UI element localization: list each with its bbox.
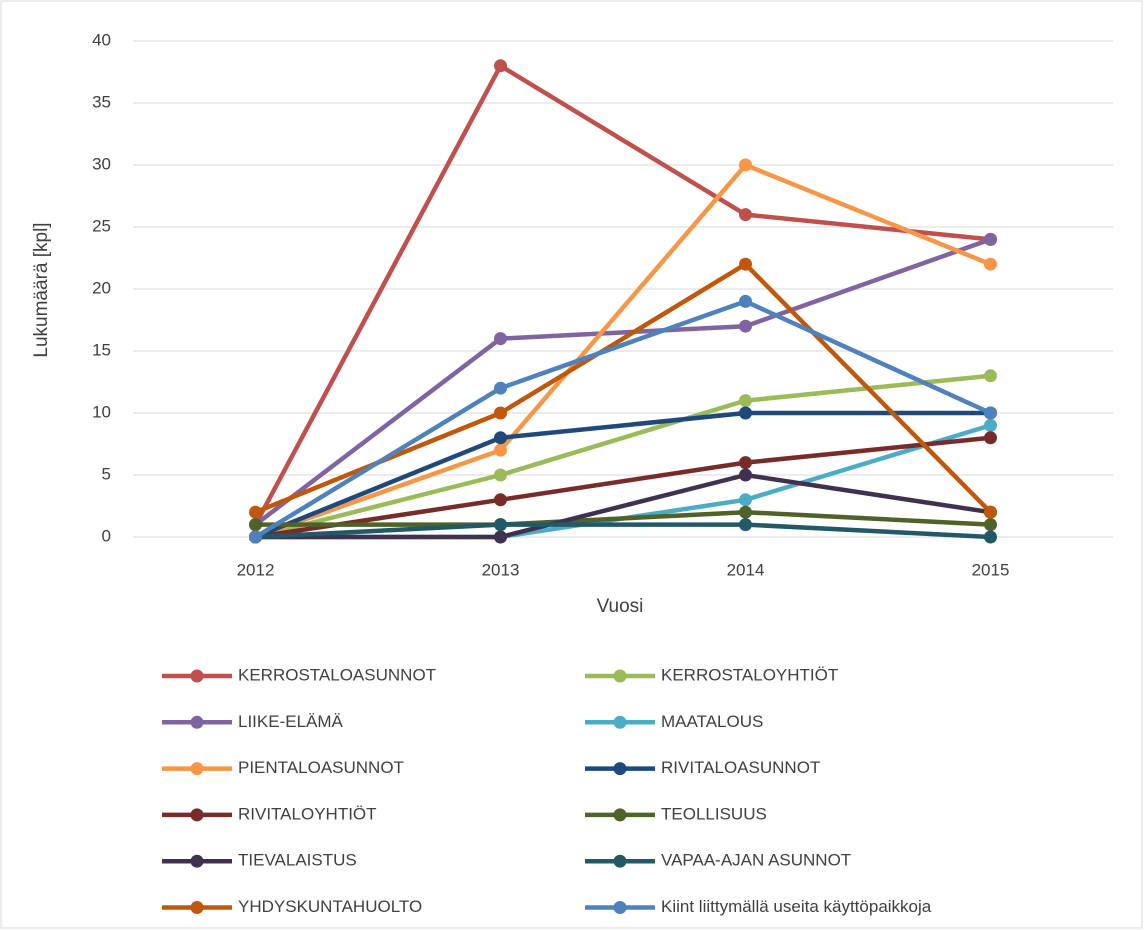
data-point	[984, 431, 997, 445]
series-line	[255, 509, 991, 527]
legend-marker	[613, 669, 627, 683]
legend-marker	[613, 808, 627, 822]
data-point	[494, 406, 507, 420]
x-tick-label: 2015	[972, 560, 1010, 579]
data-point	[984, 530, 997, 544]
data-point	[739, 294, 752, 308]
legend-label: RIVITALOYHTIÖT	[238, 804, 377, 823]
series-line	[255, 435, 991, 540]
legend-marker	[613, 854, 627, 868]
legend-label: Kiint liittymällä useita käyttöpaikkoja	[661, 897, 932, 916]
data-point	[249, 530, 262, 544]
x-tick-label: 2014	[727, 560, 765, 579]
data-point	[739, 257, 752, 271]
legend-label: TIEVALAISTUS	[238, 851, 357, 870]
data-point	[739, 456, 752, 470]
data-point	[494, 493, 507, 507]
data-point	[739, 158, 752, 172]
data-point	[984, 232, 997, 246]
x-tick-label: 2013	[482, 560, 520, 579]
y-tick-label: 15	[92, 340, 111, 359]
data-point	[494, 530, 507, 544]
data-point	[494, 381, 507, 395]
legend-marker	[190, 669, 204, 683]
legend-label: KERROSTALOASUNNOT	[238, 665, 436, 684]
x-tick-label: 2012	[237, 560, 275, 579]
legend-label: VAPAA-AJAN ASUNNOT	[661, 851, 851, 870]
series-line	[254, 410, 991, 540]
data-point	[494, 518, 507, 532]
y-axis-title: Lukumäärä [kpl]	[31, 222, 52, 357]
data-point	[739, 406, 752, 420]
x-axis-title: Vuosi	[597, 596, 644, 617]
series-line	[254, 237, 992, 527]
data-point	[984, 505, 997, 519]
legend-marker	[613, 762, 627, 776]
y-tick-label: 30	[92, 154, 111, 173]
legend-marker	[613, 901, 627, 914]
series-line	[253, 63, 991, 526]
data-point	[739, 394, 752, 408]
data-point	[739, 505, 752, 519]
y-tick-label: 0	[102, 526, 111, 545]
y-tick-label: 40	[92, 30, 111, 49]
legend-marker	[190, 808, 204, 822]
data-point	[494, 468, 507, 482]
series-line	[255, 522, 991, 540]
y-tick-label: 5	[102, 464, 111, 483]
series-line	[254, 162, 992, 540]
series-line	[255, 472, 991, 540]
legend-marker	[190, 854, 204, 868]
data-point	[494, 443, 507, 457]
legend-label: TEOLLISUUS	[661, 804, 767, 823]
legend-label: MAATALOUS	[661, 712, 763, 731]
y-tick-label: 20	[92, 278, 111, 297]
data-point	[984, 518, 997, 532]
legend-marker	[190, 901, 204, 914]
data-point	[494, 431, 507, 445]
legend-label: PIENTALOASUNNOT	[238, 758, 404, 777]
legend-marker	[190, 715, 204, 729]
data-point	[249, 518, 262, 532]
y-tick-label: 35	[92, 92, 111, 111]
data-point	[984, 406, 997, 420]
legend-marker	[613, 715, 627, 729]
data-point	[494, 332, 507, 346]
legend-marker	[190, 762, 204, 776]
series-line	[254, 299, 992, 539]
data-point	[739, 493, 752, 507]
legend-label: YHDYSKUNTAHUOLTO	[238, 897, 422, 916]
legend-label: RIVITALOASUNNOT	[661, 758, 820, 777]
data-point	[249, 505, 262, 519]
legend-label: LIIKE-ELÄMÄ	[238, 712, 344, 731]
data-point	[984, 257, 997, 271]
y-tick-label: 10	[92, 402, 111, 421]
data-point	[739, 468, 752, 482]
legend-label: KERROSTALOYHTIÖT	[661, 665, 838, 684]
data-point	[984, 418, 997, 432]
data-point	[494, 59, 507, 73]
y-tick-label: 25	[92, 216, 111, 235]
data-point	[739, 518, 752, 532]
data-point	[984, 369, 997, 383]
data-point	[739, 208, 752, 222]
data-point	[739, 319, 752, 333]
